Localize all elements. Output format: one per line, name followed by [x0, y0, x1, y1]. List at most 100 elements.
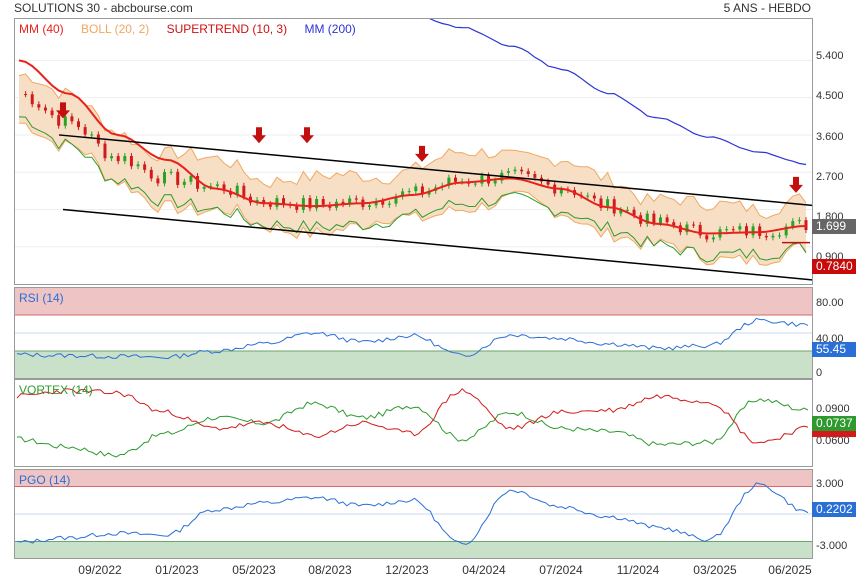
candle-body: [784, 226, 788, 236]
last-price-tag: 1.699: [812, 219, 856, 234]
sell-arrow-icon: [56, 102, 70, 119]
x-axis-label: 04/2024: [462, 563, 506, 577]
candle-body: [341, 201, 345, 205]
candle-body: [315, 199, 319, 209]
candle-body: [169, 171, 173, 173]
candle-body: [804, 220, 808, 231]
legend-mm40: MM (40): [19, 22, 64, 36]
vortex-y-tick: 0.0600: [816, 435, 850, 447]
price-y-tick: 4.500: [816, 90, 844, 102]
x-axis-label: 11/2024: [616, 563, 660, 577]
candle-body: [242, 185, 246, 197]
pgo-line: [16, 482, 809, 545]
candle-body: [83, 127, 87, 135]
candle-body: [57, 115, 61, 126]
candle-body: [705, 235, 709, 240]
x-axis-label: 01/2023: [155, 563, 199, 577]
bollinger-lower-line: [18, 122, 807, 266]
candle-body: [744, 226, 748, 236]
rsi-value-tag: 55.45: [812, 342, 856, 357]
candle-body: [176, 171, 180, 185]
candle-body: [606, 199, 610, 208]
candle-body: [354, 198, 358, 200]
candle-body: [414, 186, 418, 192]
candle-body: [215, 184, 219, 186]
candle-body: [546, 181, 550, 185]
pgo-legend: PGO (14): [19, 473, 71, 487]
candle-body: [255, 200, 259, 203]
pgo-chart-svg: [15, 470, 812, 558]
candle-body: [129, 155, 133, 167]
candle-body: [308, 198, 312, 209]
legend-supertrend: SUPERTREND (10, 3): [166, 22, 288, 36]
pgo-overbought-zone: [15, 470, 812, 487]
candle-body: [612, 199, 616, 214]
candle-body: [778, 235, 782, 237]
x-axis-label: 07/2024: [539, 563, 583, 577]
candle-body: [110, 156, 114, 159]
candle-body: [599, 198, 603, 208]
x-axis-label: 09/2022: [78, 563, 122, 577]
price-y-tick: 3.600: [816, 131, 844, 143]
candle-body: [592, 195, 596, 199]
candle-body: [90, 134, 94, 136]
channel-lower-line: [62, 208, 812, 281]
candle-body: [209, 185, 213, 187]
candle-body: [586, 195, 590, 197]
candle-body: [149, 169, 153, 179]
candle-body: [764, 235, 768, 238]
vortex-minus-tag: [812, 431, 856, 437]
candle-body: [692, 224, 696, 226]
candle-body: [156, 178, 160, 184]
candle-body: [143, 164, 147, 170]
pgo-panel: PGO (14): [14, 469, 813, 559]
candle-body: [103, 143, 107, 159]
candle-body: [738, 226, 742, 230]
timeframe-label: 5 ANS - HEBDO: [723, 1, 811, 15]
candle-body: [407, 191, 411, 193]
rsi-overbought-zone: [15, 288, 812, 315]
candle-body: [659, 217, 663, 224]
candle-body: [698, 224, 702, 236]
candle-body: [123, 155, 127, 162]
candle-body: [301, 198, 305, 210]
candle-body: [652, 213, 656, 224]
candle-body: [619, 210, 623, 214]
price-panel: MM (40) BOLL (20, 2) SUPERTREND (10, 3) …: [14, 18, 813, 285]
price-y-tick: 2.700: [816, 171, 844, 183]
chart-source-title: SOLUTIONS 30 - abcbourse.com: [14, 1, 193, 15]
candle-body: [394, 196, 398, 204]
candle-body: [771, 235, 775, 238]
candle-body: [559, 189, 563, 194]
candle-body: [493, 180, 497, 184]
candle-body: [401, 191, 405, 197]
candle-body: [136, 164, 140, 167]
rsi-legend: RSI (14): [19, 291, 64, 305]
candle-body: [116, 156, 120, 162]
candle-body: [295, 205, 299, 210]
vortex-y-tick: 0.0900: [816, 403, 850, 415]
candle-body: [791, 221, 795, 227]
candle-body: [282, 198, 286, 205]
sell-arrow-icon: [300, 127, 314, 144]
rsi-line: [16, 317, 809, 360]
channel-upper-line: [58, 134, 812, 207]
candle-body: [182, 181, 186, 185]
candle-body: [275, 198, 279, 207]
legend-boll: BOLL (20, 2): [81, 22, 150, 36]
candle-body: [43, 107, 47, 111]
candle-body: [348, 198, 352, 205]
candle-body: [374, 201, 378, 206]
pgo-y-tick: -3.000: [816, 540, 848, 552]
vortex-plus-line: [17, 398, 809, 458]
rsi-y-tick: 0: [816, 367, 823, 379]
candle-body: [526, 171, 530, 175]
rsi-panel: RSI (14): [14, 287, 813, 379]
candle-body: [387, 203, 391, 205]
vortex-legend: VORTEX (14): [19, 383, 93, 397]
legend-mm200: MM (200): [304, 22, 356, 36]
sell-arrow-icon: [789, 176, 803, 193]
candle-body: [533, 174, 537, 178]
candle-body: [731, 229, 735, 231]
mm40-line: [18, 59, 807, 235]
